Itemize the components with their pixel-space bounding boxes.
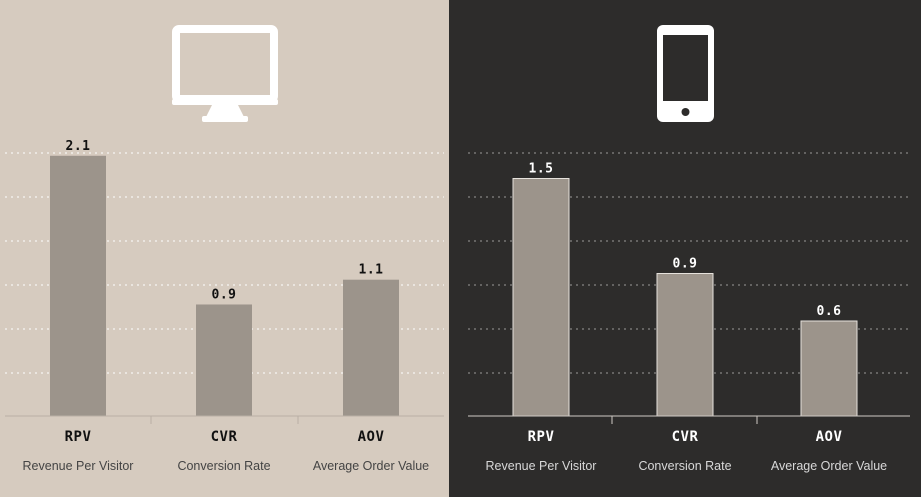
- desktop-value-label-aov: 1.1: [359, 263, 384, 278]
- desktop-value-label-rpv: 2.1: [66, 139, 91, 154]
- mobile-value-label-cvr: 0.9: [673, 257, 698, 272]
- mobile-value-label-rpv: 1.5: [529, 162, 554, 177]
- desktop-category-description-rpv: Revenue Per Visitor: [23, 459, 134, 473]
- desktop-value-label-cvr: 0.9: [212, 287, 237, 302]
- mobile-category-label-aov: AOV: [816, 429, 843, 445]
- mobile-chart-panel: 1.5 0.9 0.6 RPV Revenue Per Visitor CVR Conver…: [449, 0, 921, 497]
- desktop-bar-rpv: [50, 155, 106, 417]
- desktop-category-description-cvr: Conversion Rate: [177, 459, 270, 473]
- mobile-bar-rpv: [512, 178, 570, 417]
- mobile-value-label-aov: 0.6: [817, 304, 842, 319]
- mobile-category-description-rpv: Revenue Per Visitor: [486, 459, 597, 473]
- desktop-bar-chart: 2.1 0.9 1.1 RPV Revenue Per Visitor CVR Conver…: [5, 139, 444, 473]
- desktop-monitor-icon: [172, 25, 278, 122]
- mobile-category-label-rpv: RPV: [528, 429, 555, 445]
- mobile-bar-aov: [800, 320, 858, 417]
- mobile-category-description-cvr: Conversion Rate: [638, 459, 731, 473]
- mobile-category-description-aov: Average Order Value: [771, 459, 887, 473]
- mobile-bar-cvr: [656, 273, 714, 417]
- mobile-category-label-cvr: CVR: [672, 429, 699, 445]
- desktop-category-description-aov: Average Order Value: [313, 459, 429, 473]
- mobile-bar-chart: 1.5 0.9 0.6 RPV Revenue Per Visitor CVR Conver…: [468, 152, 910, 473]
- mobile-phone-icon: [657, 25, 714, 122]
- desktop-category-label-cvr: CVR: [211, 429, 238, 445]
- desktop-chart-panel: 2.1 0.9 1.1 RPV Revenue Per Visitor CVR Conver…: [0, 0, 449, 497]
- desktop-bar-cvr: [196, 304, 252, 416]
- desktop-bar-aov: [343, 279, 399, 416]
- desktop-category-label-aov: AOV: [358, 429, 385, 445]
- desktop-category-label-rpv: RPV: [65, 429, 92, 445]
